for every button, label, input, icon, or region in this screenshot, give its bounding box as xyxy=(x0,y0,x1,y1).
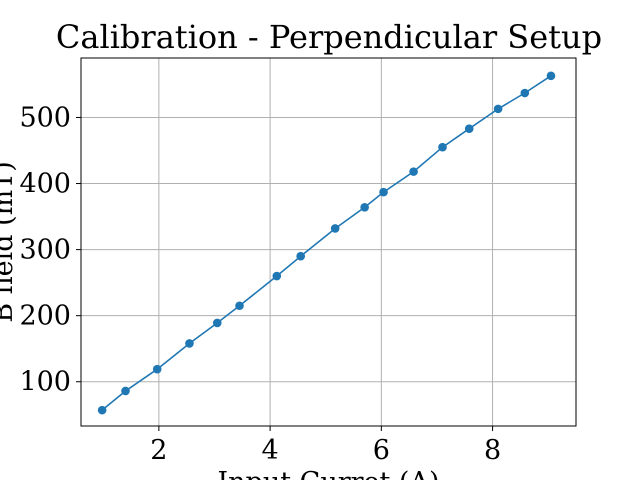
y-tick-label: 300 xyxy=(19,235,71,266)
data-point xyxy=(464,124,474,133)
data-point xyxy=(330,224,340,233)
data-point xyxy=(493,104,503,114)
data-point xyxy=(520,88,530,98)
x-axis-label: Input Curret (A) xyxy=(218,467,440,480)
series-line xyxy=(101,75,552,411)
data-point xyxy=(212,318,222,328)
data-point xyxy=(97,405,107,415)
data-point xyxy=(152,364,162,374)
data-point xyxy=(296,251,305,261)
data-point xyxy=(185,339,194,348)
data-point xyxy=(360,203,369,212)
x-tick-label: 8 xyxy=(484,435,501,466)
data-point xyxy=(235,301,244,311)
grid xyxy=(81,58,576,426)
data-point xyxy=(438,142,447,152)
chart-title: Calibration - Perpendicular Setup xyxy=(56,18,602,56)
x-tick-label: 2 xyxy=(150,435,167,466)
x-tick-label: 4 xyxy=(262,435,279,466)
y-tick-label: 200 xyxy=(19,301,71,332)
plot-frame xyxy=(80,57,577,427)
data-point xyxy=(272,271,282,281)
ticks: 2 4 6 8 100 200 300 400 500 xyxy=(19,102,501,466)
y-tick-label: 100 xyxy=(19,367,71,398)
y-tick-label: 400 xyxy=(19,169,71,200)
data-point xyxy=(546,71,556,81)
data-point xyxy=(409,167,418,176)
y-axis-label: B field (mT) xyxy=(0,161,19,323)
x-tick-label: 6 xyxy=(373,435,390,466)
series-layer xyxy=(97,71,556,415)
data-point xyxy=(121,386,130,396)
data-point xyxy=(379,187,388,197)
y-tick-label: 500 xyxy=(19,102,71,133)
